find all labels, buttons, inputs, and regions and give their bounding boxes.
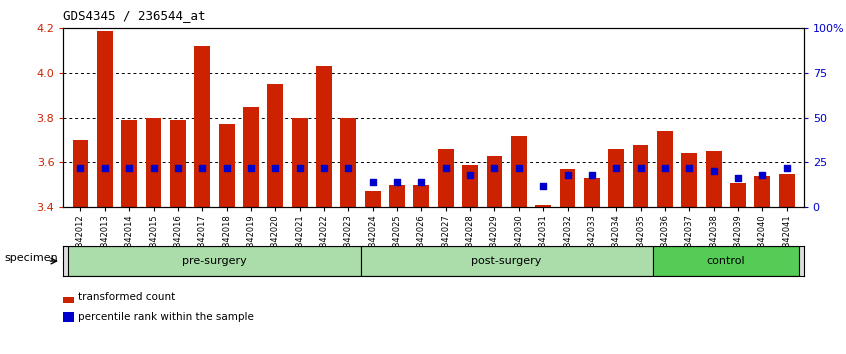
Point [464,172,477,178]
Bar [316,66,332,207]
Point [731,176,744,181]
Point [220,165,233,171]
Point [171,165,184,171]
Bar [63,312,74,322]
Bar [389,185,405,207]
Bar [243,107,259,207]
Text: GDS4345 / 236544_at: GDS4345 / 236544_at [63,9,206,22]
Point [390,179,404,185]
Bar [63,292,74,303]
Point [536,183,550,188]
Text: specimen: specimen [4,252,58,263]
Bar [365,192,381,207]
Point [585,172,599,178]
Point [123,165,136,171]
Bar [778,173,794,207]
Bar [584,178,600,207]
Bar [438,149,453,207]
Bar [633,144,649,207]
Bar [340,118,356,207]
Point [146,165,160,171]
Point [683,165,696,171]
Bar [69,246,360,276]
Point [342,165,355,171]
Point [561,172,574,178]
Point [195,165,209,171]
Bar [170,120,186,207]
Bar [195,46,210,207]
Bar [608,149,624,207]
Bar [146,118,162,207]
Point [317,165,331,171]
Point [658,165,672,171]
Bar [755,176,770,207]
Bar [657,131,673,207]
Bar [267,84,283,207]
Bar [706,151,722,207]
Bar [292,118,308,207]
Point [780,165,794,171]
Point [609,165,623,171]
Bar [121,120,137,207]
Point [268,165,282,171]
Bar [97,30,113,207]
Text: control: control [706,256,745,266]
Point [707,169,721,174]
Bar [559,169,575,207]
Bar [536,205,551,207]
Bar [360,246,653,276]
Point [293,165,306,171]
Point [512,165,525,171]
Bar [681,154,697,207]
Point [74,165,87,171]
Point [755,172,769,178]
Bar [73,140,89,207]
Point [98,165,112,171]
Bar [218,124,234,207]
Bar [486,156,503,207]
Point [244,165,258,171]
Point [439,165,453,171]
Bar [730,183,746,207]
Point [366,179,380,185]
Point [415,179,428,185]
Text: transformed count: transformed count [78,292,175,302]
Bar [653,246,799,276]
Text: percentile rank within the sample: percentile rank within the sample [78,312,254,322]
Bar [462,165,478,207]
Bar [414,185,429,207]
Bar [511,136,527,207]
Point [634,165,647,171]
Text: pre-surgery: pre-surgery [182,256,247,266]
Text: post-surgery: post-surgery [471,256,541,266]
Point [487,165,501,171]
